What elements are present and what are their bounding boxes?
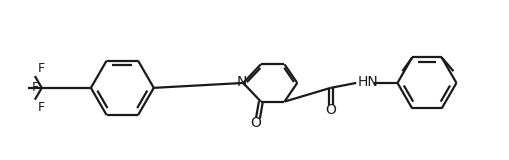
Text: F: F [38,62,45,75]
Text: O: O [325,104,336,117]
Text: HN: HN [357,75,378,89]
Text: F: F [38,101,45,114]
Text: F: F [32,81,39,94]
Text: O: O [250,116,262,130]
Text: N: N [237,75,247,89]
